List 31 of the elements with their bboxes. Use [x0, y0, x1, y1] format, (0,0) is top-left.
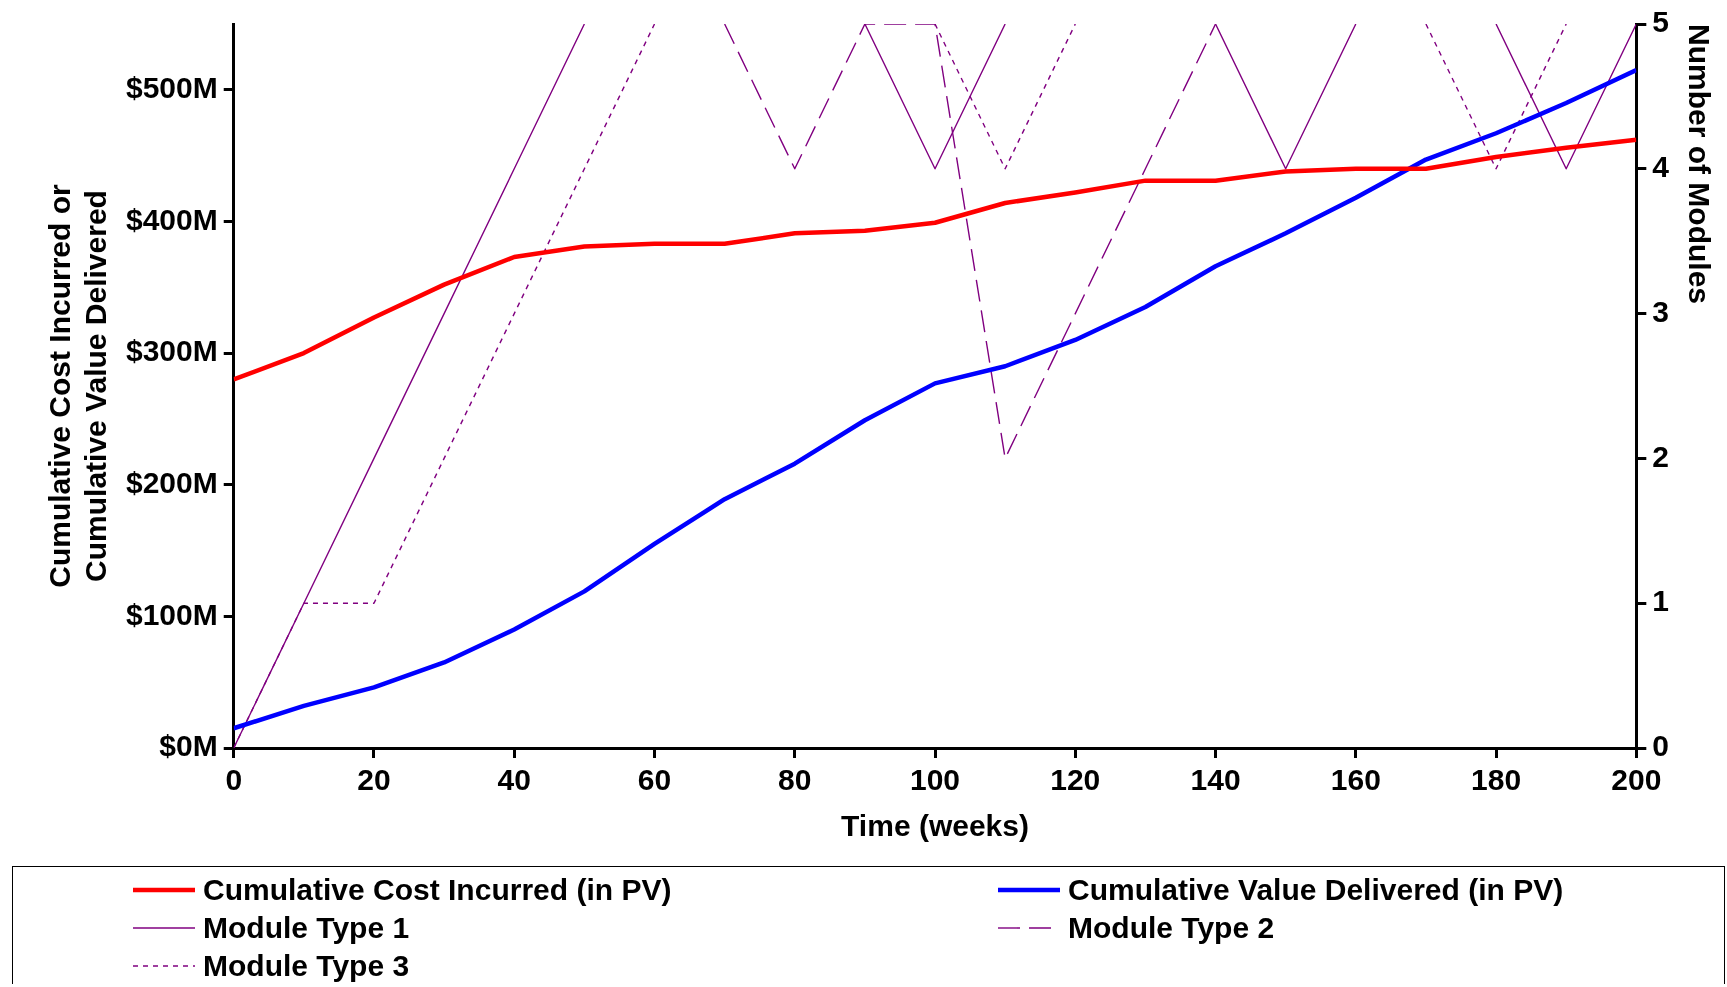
legend-label: Module Type 1 — [203, 911, 410, 945]
x-tick-label: 100 — [909, 763, 961, 797]
x-tick-label: 40 — [497, 763, 531, 797]
y-tick-label: $100M — [125, 597, 218, 631]
x-tick-label: 160 — [1330, 763, 1381, 797]
x-tick-label: 0 — [225, 763, 243, 797]
y2-axis-title: Number of Modules — [1682, 24, 1716, 305]
legend-label: Module Type 3 — [203, 949, 410, 983]
y2-tick-label: 1 — [1652, 584, 1669, 618]
x-tick-label: 180 — [1471, 763, 1522, 797]
legend-label: Cumulative Cost Incurred (in PV) — [203, 873, 672, 907]
x-tick-label: 120 — [1050, 763, 1101, 797]
y-tick-label: $300M — [125, 334, 218, 368]
legend-label: Module Type 2 — [1068, 911, 1275, 945]
y-tick-label: $200M — [125, 465, 218, 499]
x-tick-label: 80 — [778, 763, 812, 797]
x-tick-label: 60 — [637, 763, 672, 797]
y2-tick-label: 5 — [1652, 5, 1669, 39]
x-tick-label: 140 — [1190, 763, 1241, 797]
x-tick-label: 20 — [357, 763, 391, 797]
legend-label: Cumulative Value Delivered (in PV) — [1068, 873, 1564, 907]
y-tick-label: $400M — [125, 202, 218, 236]
y2-tick-label: 3 — [1652, 294, 1669, 328]
y-tick-label: $500M — [125, 71, 218, 105]
y-axis-title: Cumulative Cost Incurred or Cumulative Value Delivered — [43, 183, 113, 588]
y-tick-label: $0M — [159, 729, 218, 763]
x-axis-title: Time (weeks) — [841, 809, 1029, 843]
x-tick-label: 200 — [1611, 763, 1662, 797]
y2-tick-label: 2 — [1652, 439, 1669, 473]
y2-tick-label: 4 — [1652, 150, 1670, 184]
y2-tick-label: 0 — [1652, 729, 1669, 763]
